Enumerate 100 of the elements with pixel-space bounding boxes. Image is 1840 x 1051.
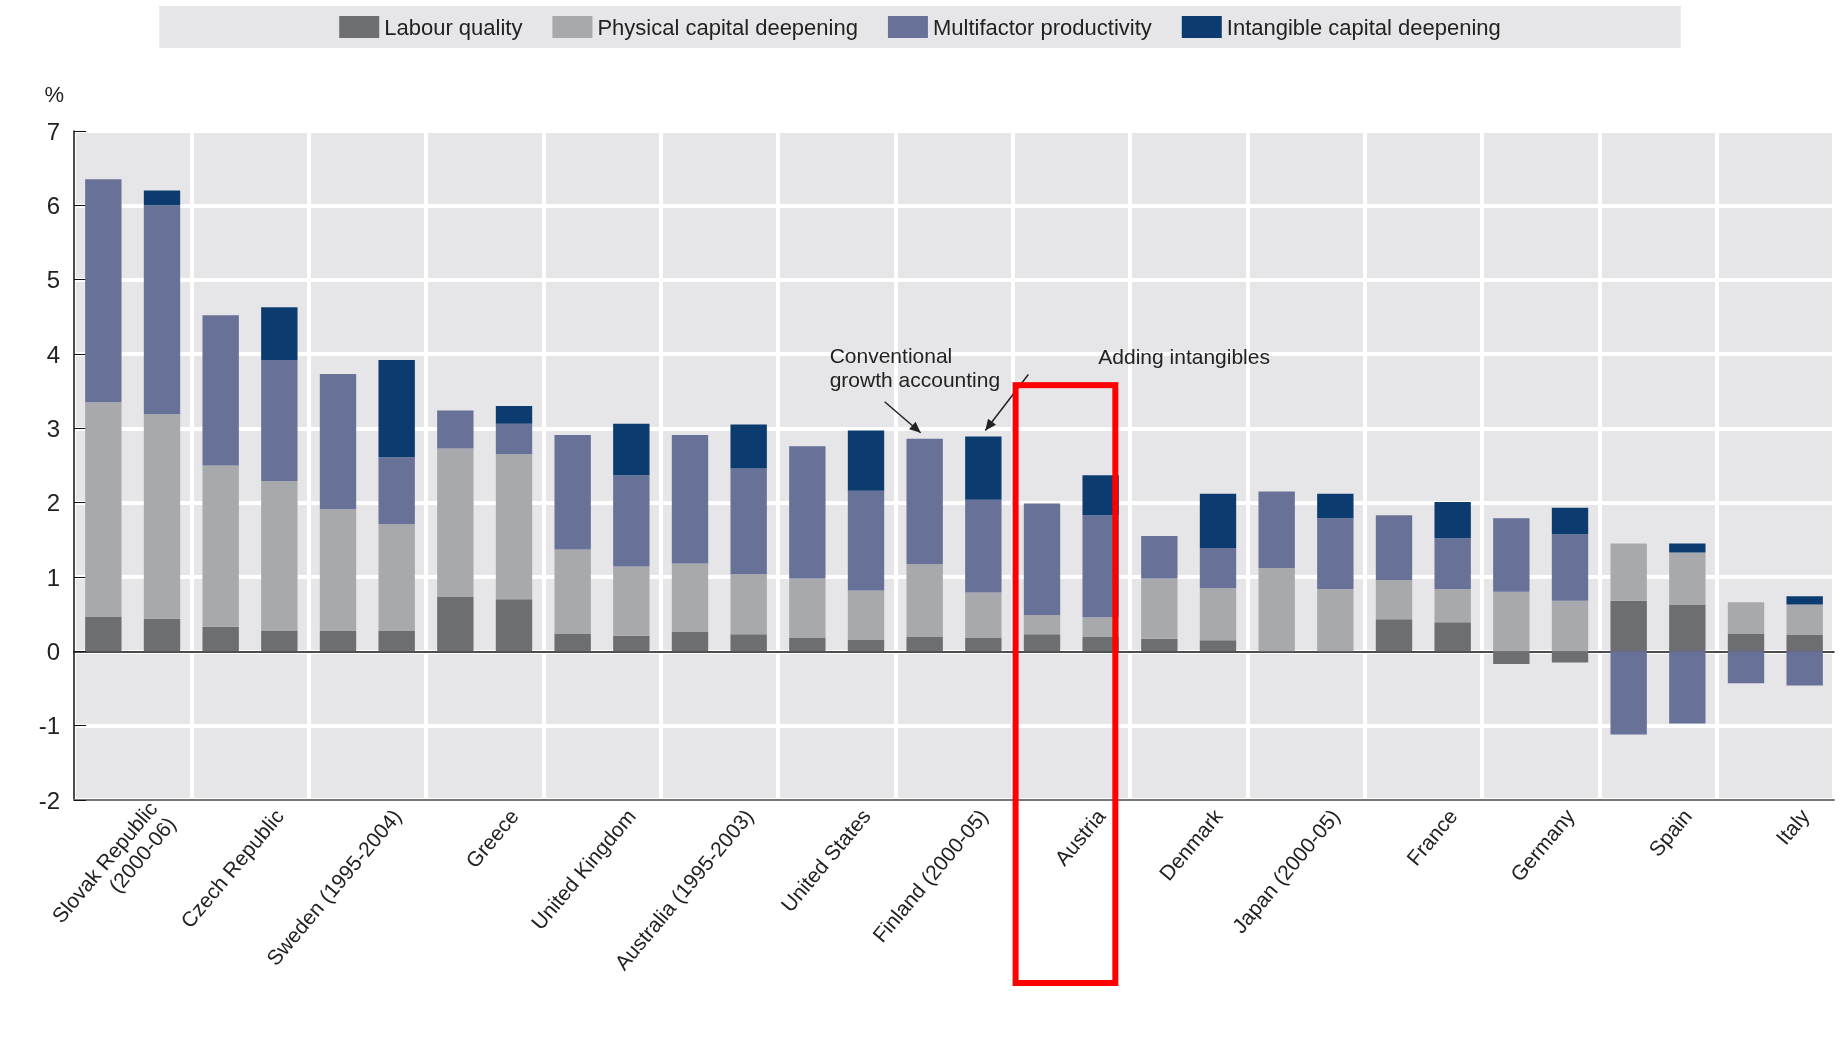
bar xyxy=(1434,622,1471,652)
bar xyxy=(1727,633,1765,652)
bar xyxy=(554,549,591,634)
bar xyxy=(1141,638,1178,652)
bar xyxy=(378,457,415,525)
bar xyxy=(1669,552,1706,605)
bar xyxy=(261,481,298,631)
bar xyxy=(554,633,591,652)
bar xyxy=(319,630,357,652)
bar xyxy=(1375,619,1413,652)
bar xyxy=(671,632,709,652)
bar xyxy=(1023,614,1061,635)
bar xyxy=(378,630,415,652)
bar xyxy=(1141,536,1178,579)
bar xyxy=(85,402,122,617)
bar xyxy=(613,475,650,567)
bar xyxy=(1610,651,1647,735)
bar xyxy=(613,635,650,652)
bar xyxy=(261,630,298,652)
bar xyxy=(143,618,181,652)
bar xyxy=(730,574,767,635)
bar xyxy=(965,592,1002,638)
bar xyxy=(202,465,239,627)
bar xyxy=(85,616,122,652)
bar xyxy=(1610,543,1647,601)
bar xyxy=(965,637,1002,652)
bar xyxy=(1786,651,1823,686)
bar xyxy=(1375,579,1413,620)
bar xyxy=(1317,493,1354,519)
bar xyxy=(261,307,298,360)
bar xyxy=(1786,604,1823,635)
bar xyxy=(495,423,533,455)
bar xyxy=(1375,515,1413,580)
legend-label: Intangible capital deepening xyxy=(1226,14,1501,40)
bar xyxy=(1551,600,1589,652)
bar xyxy=(1727,651,1765,684)
bar xyxy=(495,406,533,424)
y-tick-label: 5 xyxy=(46,266,60,294)
bar xyxy=(789,578,826,638)
bar xyxy=(730,634,767,652)
bar xyxy=(1434,538,1471,589)
bar xyxy=(437,597,474,652)
bar xyxy=(437,448,474,598)
bar xyxy=(1786,634,1823,652)
bar xyxy=(789,637,826,652)
y-tick-label: 0 xyxy=(46,637,60,665)
bar xyxy=(1493,518,1530,592)
bar xyxy=(965,436,1002,500)
bar xyxy=(554,435,591,550)
bar xyxy=(319,374,357,510)
bar xyxy=(1199,640,1237,652)
bar xyxy=(202,626,239,652)
bar xyxy=(847,590,885,640)
bar xyxy=(1141,578,1178,639)
bar xyxy=(495,454,533,600)
y-tick-label: 2 xyxy=(46,489,60,517)
bar xyxy=(1493,651,1530,664)
bar xyxy=(847,430,885,491)
bar xyxy=(495,599,533,652)
bar xyxy=(1258,568,1295,652)
y-tick-label: 3 xyxy=(46,414,60,442)
bar xyxy=(378,359,415,458)
bar xyxy=(85,179,122,403)
y-tick-label: 1 xyxy=(46,563,60,591)
bar xyxy=(1551,651,1589,663)
bar xyxy=(906,438,943,565)
bar xyxy=(789,446,826,579)
bar xyxy=(613,423,650,476)
y-tick-label: -2 xyxy=(38,786,60,814)
y-axis-title: % xyxy=(44,81,64,107)
bar xyxy=(1199,548,1237,589)
y-tick-label: 7 xyxy=(46,117,60,145)
bar xyxy=(1727,602,1765,634)
legend-label: Multifactor productivity xyxy=(932,14,1152,40)
bar xyxy=(1434,588,1471,623)
bar xyxy=(1434,501,1471,539)
bar xyxy=(847,639,885,652)
x-tick-label: Italy xyxy=(1771,804,1814,849)
bar xyxy=(378,524,415,631)
bar xyxy=(437,410,474,449)
bar xyxy=(1669,543,1706,553)
bar xyxy=(261,359,298,482)
bar xyxy=(143,190,181,206)
bar xyxy=(965,499,1002,593)
bar xyxy=(1317,518,1354,589)
annotation: Conventional growth accounting xyxy=(829,344,1001,392)
bar xyxy=(847,490,885,591)
bar xyxy=(906,564,943,637)
bar xyxy=(1610,600,1647,652)
bar xyxy=(906,636,943,652)
bar xyxy=(202,315,239,466)
bar xyxy=(1023,634,1061,652)
annotation: Adding intangibles xyxy=(1098,345,1270,369)
bar xyxy=(319,509,357,631)
bar xyxy=(1199,588,1237,641)
bar xyxy=(1786,596,1823,605)
y-tick-label: 4 xyxy=(46,340,60,368)
bar xyxy=(1493,591,1530,652)
bar xyxy=(143,414,181,619)
bar xyxy=(613,566,650,636)
